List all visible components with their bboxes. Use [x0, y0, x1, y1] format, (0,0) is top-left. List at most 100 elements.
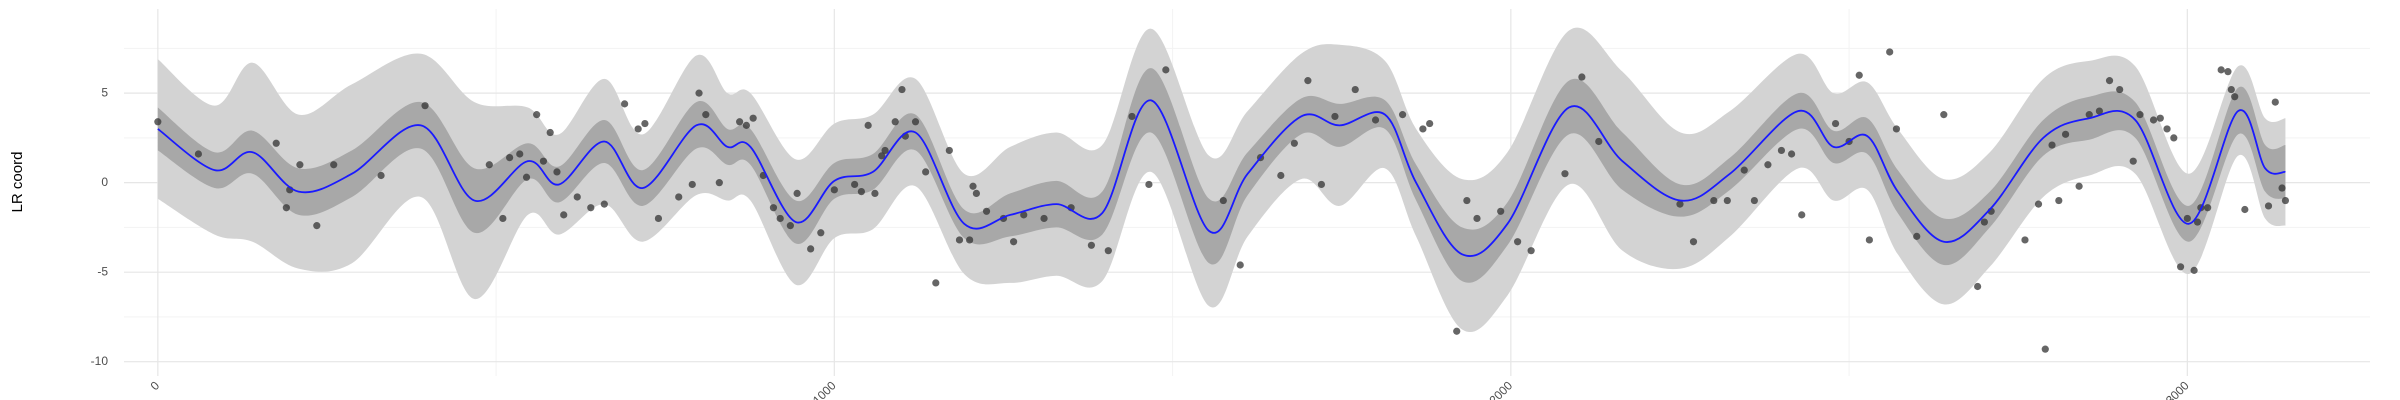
data-point [2241, 205, 2249, 214]
data-point [857, 188, 865, 196]
x-tick-label: 3000 [2163, 378, 2192, 400]
data-point [1426, 119, 1434, 128]
data-point [573, 193, 581, 201]
data-point [891, 118, 899, 126]
data-point [1723, 196, 1731, 205]
data-point [2085, 111, 2093, 119]
data-point [2095, 107, 2103, 115]
data-point [1940, 111, 1948, 119]
data-point [966, 236, 974, 244]
data-point [546, 128, 554, 137]
data-point [330, 161, 338, 169]
data-point [742, 121, 750, 129]
data-point [955, 236, 964, 244]
data-point [1689, 238, 1698, 246]
data-point [1886, 48, 1894, 56]
data-point [600, 200, 608, 208]
data-point [499, 214, 507, 223]
data-point [533, 111, 541, 119]
data-point [154, 118, 162, 126]
x-tick-label: 1000 [810, 378, 839, 400]
data-point [1104, 247, 1112, 255]
data-point [1913, 232, 1921, 240]
data-point [675, 193, 683, 201]
data-point [2281, 196, 2290, 205]
data-point [881, 146, 889, 155]
data-point [786, 222, 794, 230]
data-point [2193, 218, 2202, 226]
data-point [1040, 214, 1048, 223]
data-point [898, 85, 906, 94]
data-point [1514, 238, 1522, 246]
data-point [2034, 200, 2043, 208]
data-point [969, 182, 977, 190]
data-point [807, 245, 815, 253]
data-point [1855, 71, 1863, 79]
data-point [2204, 204, 2212, 212]
data-point [2231, 93, 2239, 101]
data-point [377, 171, 385, 180]
data-point [702, 111, 710, 119]
data-point [871, 189, 879, 197]
data-point [1290, 139, 1298, 147]
data-point [776, 214, 784, 223]
data-point [793, 189, 801, 197]
data-point [982, 207, 991, 215]
data-point [1750, 196, 1758, 205]
data-point [313, 222, 321, 230]
data-point [1764, 161, 1772, 169]
data-point [2176, 263, 2185, 271]
data-point [2105, 77, 2114, 85]
data-point [2278, 184, 2286, 192]
data-point [1331, 112, 1339, 121]
data-point [282, 204, 290, 212]
data-point [1371, 116, 1380, 124]
y-tick-label: 5 [101, 85, 108, 99]
data-point [688, 180, 696, 189]
data-point [2264, 202, 2273, 210]
data-point [2163, 125, 2171, 133]
data-point [587, 204, 595, 212]
data-point [1317, 180, 1326, 189]
data-point [2129, 157, 2137, 165]
data-point [641, 119, 649, 128]
data-point [1463, 196, 1471, 205]
confidence-band [157, 68, 2286, 283]
data-point [2224, 68, 2232, 76]
data-point [1351, 85, 1359, 94]
data-point [634, 125, 642, 133]
data-point [1010, 238, 1018, 246]
data-point [539, 157, 548, 165]
data-point [522, 173, 531, 181]
data-point [2116, 85, 2124, 94]
mean-line [157, 99, 2286, 257]
data-point [560, 211, 568, 219]
data-point [1595, 137, 1603, 146]
data-point [715, 179, 723, 187]
data-point [851, 180, 859, 189]
data-point [2271, 98, 2279, 106]
data-point [2190, 266, 2198, 274]
data-point [1020, 211, 1028, 219]
data-point [485, 161, 493, 169]
data-point [864, 121, 872, 129]
data-point [1453, 327, 1461, 335]
data-point [1865, 236, 1873, 244]
confidence-band [157, 27, 2286, 333]
x-tick-label: 0 [148, 378, 163, 393]
data-point [911, 118, 920, 126]
data-point [2136, 111, 2144, 119]
data-point [932, 279, 940, 287]
data-point [1497, 207, 1505, 215]
data-point [1419, 125, 1427, 133]
data-point [1128, 112, 1136, 121]
data-point [1236, 261, 1244, 269]
data-point [1892, 125, 1901, 133]
data-point [1304, 77, 1312, 85]
data-point [972, 189, 980, 197]
data-point [945, 146, 953, 155]
data-point [2021, 236, 2029, 244]
y-tick-label: 0 [101, 175, 108, 189]
